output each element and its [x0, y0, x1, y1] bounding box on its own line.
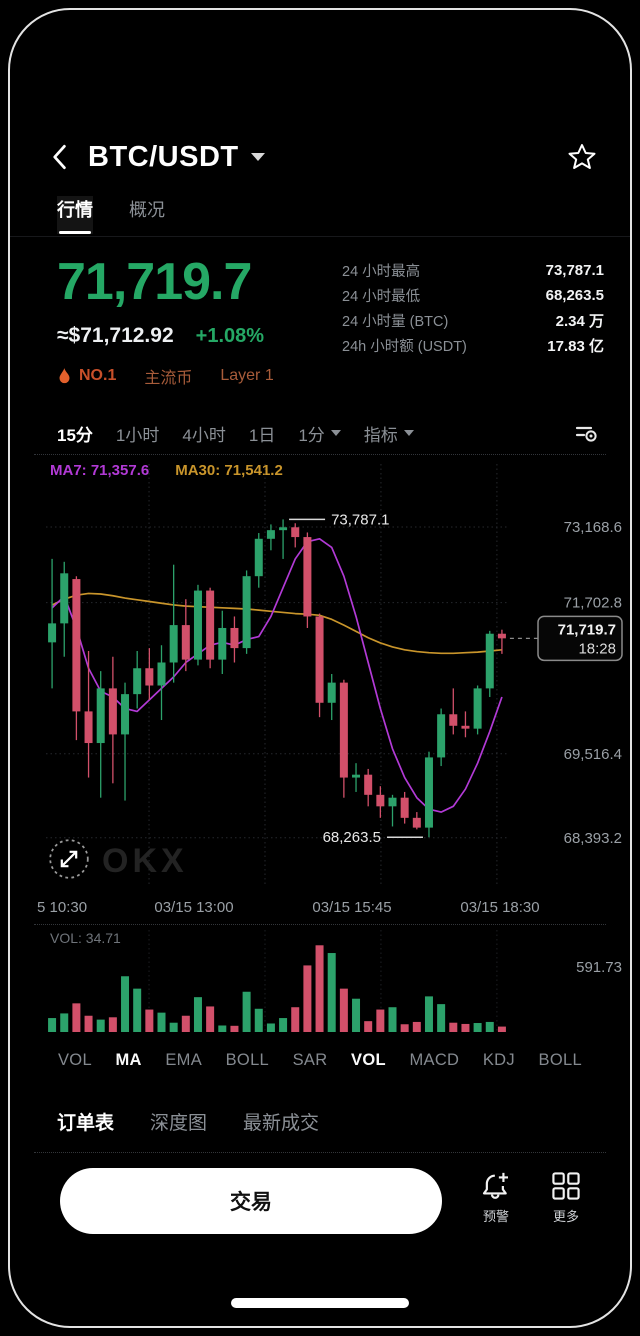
favorite-star-button[interactable] — [564, 139, 600, 175]
flame-icon — [59, 367, 70, 383]
svg-text:18:28: 18:28 — [578, 640, 616, 657]
indicator-bar: VOL MA EMA BOLL SAR VOL MACD KDJ BOLL — [34, 1042, 606, 1078]
pair-dropdown-caret-icon[interactable] — [250, 152, 265, 162]
stat-value: 2.34 万 — [555, 313, 604, 330]
stat-value: 17.83 亿 — [547, 338, 604, 355]
indicator-macd[interactable]: MACD — [409, 1050, 460, 1069]
svg-text:69,516.4: 69,516.4 — [564, 746, 622, 763]
svg-text:73,787.1: 73,787.1 — [331, 511, 389, 528]
more-grid-icon — [552, 1172, 580, 1200]
ma30-legend: MA30: 71,541.2 — [175, 462, 283, 479]
tag-mainstream[interactable]: 主流币 — [144, 370, 193, 387]
volume-chart[interactable]: 591.73 — [30, 926, 630, 1040]
top-tabs: 行情 概况 — [57, 196, 165, 234]
alert-bell-plus-icon — [482, 1172, 508, 1199]
bottom-tabs: 订单表 深度图 最新成交 — [57, 1108, 319, 1135]
candlestick-chart[interactable]: 73,168.6 71,702.8 69,516.4 68,393.2 5 10:30 0… — [30, 456, 630, 926]
svg-text:71,719.7: 71,719.7 — [558, 621, 616, 638]
tf-15m[interactable]: 15分 — [57, 425, 93, 445]
indicator-dropdown[interactable]: 指标 — [364, 421, 414, 446]
svg-text:68,393.2: 68,393.2 — [564, 830, 622, 847]
tab-depth-chart[interactable]: 深度图 — [150, 1113, 208, 1134]
svg-text:03/15 15:45: 03/15 15:45 — [312, 899, 391, 916]
svg-text:71,702.8: 71,702.8 — [564, 595, 622, 612]
stats-panel: 24 小时最高 73,787.1 24 小时最低 68,263.5 24 小时量 (… — [342, 258, 604, 358]
alert-label: 预警 — [482, 1209, 509, 1224]
stat-row: 24 小时最低 68,263.5 — [342, 283, 604, 308]
stat-row: 24 小时最高 73,787.1 — [342, 258, 604, 283]
rank-label: NO.1 — [79, 367, 117, 384]
tab-market[interactable]: 行情 — [57, 196, 93, 234]
indicator-ma[interactable]: MA — [115, 1050, 142, 1069]
price-change: +1.08% — [195, 325, 265, 347]
last-price: 71,719.7 — [57, 253, 252, 311]
svg-text:591.73: 591.73 — [576, 959, 622, 976]
pair-title[interactable]: BTC/USDT — [88, 140, 239, 173]
fiat-price: ≈$71,712.92 — [57, 324, 174, 347]
tab-overview[interactable]: 概况 — [129, 200, 165, 220]
stat-row: 24 小时量 (BTC) 2.34 万 — [342, 308, 604, 333]
stat-label: 24 小时量 (BTC) — [342, 314, 449, 330]
indicator-sar[interactable]: SAR — [292, 1050, 328, 1069]
tf-1m-dropdown[interactable]: 1分 — [298, 421, 341, 446]
indicator-vol-sub[interactable]: VOL — [351, 1050, 386, 1069]
stat-label: 24 小时最低 — [342, 289, 421, 305]
timeframe-bar: 15分 1小时 4小时 1日 1分 指标 — [34, 412, 606, 455]
expand-icon — [49, 839, 89, 879]
chevron-down-icon — [330, 430, 341, 436]
more-action[interactable]: 更多 — [534, 1170, 598, 1225]
app-screen: BTC/USDT 行情 概况 71,719.7 ≈$71,712.92 +1.0… — [8, 8, 632, 1328]
indicator-ema[interactable]: EMA — [165, 1050, 203, 1069]
home-indicator — [231, 1298, 409, 1308]
fiat-row: ≈$71,712.92 +1.08% — [57, 324, 264, 348]
rank-badge[interactable]: NO.1 — [57, 367, 116, 386]
svg-text:5 10:30: 5 10:30 — [37, 899, 87, 916]
badges-row: NO.1 主流币 Layer 1 — [57, 364, 274, 388]
okx-watermark: OKX — [102, 842, 188, 880]
indicator-boll2[interactable]: BOLL — [538, 1050, 582, 1069]
svg-text:03/15 13:00: 03/15 13:00 — [154, 899, 233, 916]
tf-4h[interactable]: 4小时 — [182, 425, 226, 445]
back-chevron-icon — [53, 144, 66, 170]
back-button[interactable] — [42, 140, 76, 174]
stat-label: 24h 小时额 (USDT) — [342, 339, 467, 355]
tab-order-book[interactable]: 订单表 — [57, 1113, 115, 1134]
svg-text:03/15 18:30: 03/15 18:30 — [460, 899, 539, 916]
indicator-kdj[interactable]: KDJ — [482, 1050, 515, 1069]
fullscreen-button[interactable] — [48, 838, 90, 880]
divider — [34, 924, 606, 925]
tf-1d[interactable]: 1日 — [248, 425, 276, 445]
indicator-settings-icon — [575, 426, 597, 442]
tab-latest-trades[interactable]: 最新成交 — [243, 1113, 320, 1134]
tag-layer1[interactable]: Layer 1 — [220, 367, 274, 384]
trade-button[interactable]: 交易 — [60, 1168, 442, 1234]
stat-value: 73,787.1 — [545, 262, 604, 279]
stat-label: 24 小时最高 — [342, 264, 421, 280]
star-icon — [568, 144, 596, 169]
divider — [34, 1152, 606, 1153]
more-label: 更多 — [552, 1209, 579, 1224]
stat-value: 68,263.5 — [545, 287, 604, 304]
indicator-vol-overlay[interactable]: VOL — [58, 1050, 92, 1069]
tf-1h[interactable]: 1小时 — [115, 425, 160, 445]
svg-text:68,263.5: 68,263.5 — [323, 829, 381, 846]
header: BTC/USDT — [34, 128, 606, 186]
alert-action[interactable]: 预警 — [464, 1170, 528, 1225]
ma-legend: MA7: 71,357.6 MA30: 71,541.2 — [50, 462, 283, 479]
indicator-boll[interactable]: BOLL — [225, 1050, 270, 1069]
chevron-down-icon — [403, 430, 414, 436]
divider — [10, 236, 630, 237]
svg-text:73,168.6: 73,168.6 — [564, 519, 622, 536]
chart-settings-button[interactable] — [574, 423, 598, 443]
volume-label: VOL: 34.71 — [50, 930, 121, 946]
stat-row: 24h 小时额 (USDT) 17.83 亿 — [342, 333, 604, 358]
ma7-legend: MA7: 71,357.6 — [50, 462, 150, 479]
